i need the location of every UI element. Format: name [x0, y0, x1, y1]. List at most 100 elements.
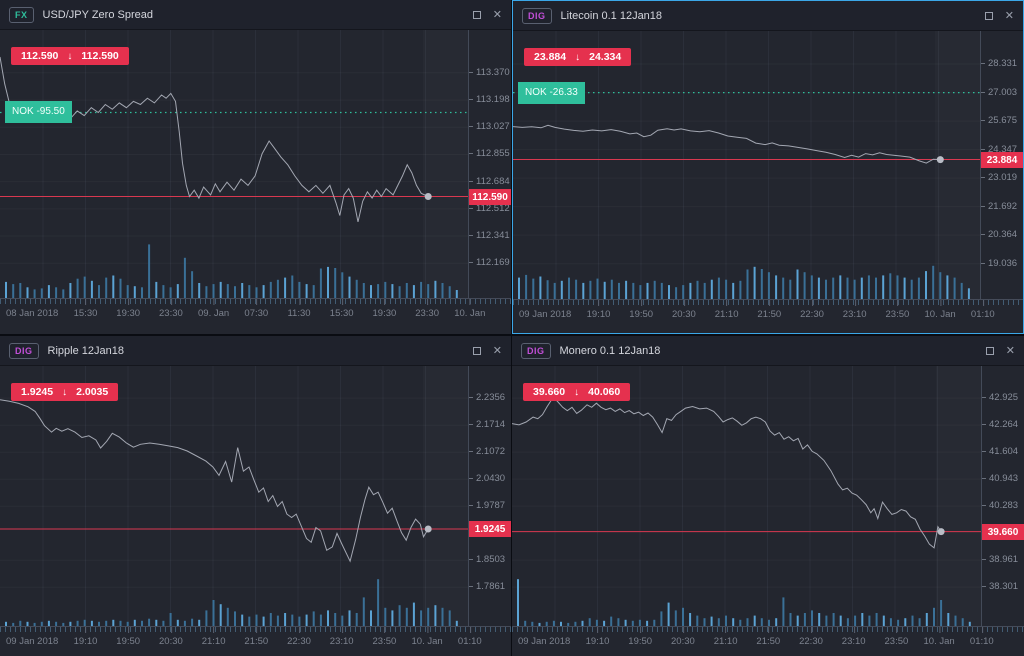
arrow-down-icon: ↓	[574, 386, 580, 398]
time-tick-label: 01:10	[970, 300, 995, 320]
price-axis[interactable]: 1.9245 2.2356 2.1714 2.1072 2.0430 1.9787 1.8…	[468, 366, 511, 626]
time-tick-label: 09. Jan	[198, 299, 230, 319]
price-tick-label: 112.855	[469, 148, 510, 160]
price-tick-label: 40.943	[981, 473, 1019, 485]
arrow-down-icon: ↓	[575, 51, 581, 63]
price-axis[interactable]: 39.660 42.925 42.264 41.604 40.943 40.283 38.…	[981, 366, 1024, 626]
time-tick-label: 22:30	[287, 627, 311, 647]
price-tick-label: 113.198	[469, 94, 510, 106]
price-axis[interactable]: 112.590 113.370 113.198 113.027 112.855 112.…	[469, 30, 511, 298]
time-axis[interactable]: 09 Jan 2018 19:10 19:50 20:30 21:10 21:50 22:3…	[0, 626, 511, 656]
price-tick-label: 42.925	[981, 392, 1019, 404]
pnl-badge: NOK -95.50	[5, 101, 72, 124]
instrument-type-badge: DIG	[521, 342, 551, 359]
arrow-down-icon: ↓	[67, 50, 73, 62]
price-tick-label: 1.7861	[468, 581, 506, 593]
time-tick-label: 01:10	[457, 627, 482, 647]
bid-price: 23.884	[534, 51, 567, 63]
time-axis[interactable]: 09 Jan 2018 19:10 19:50 20:30 21:10 21:50 22:3…	[512, 626, 1024, 656]
time-tick-label: 10. Jan	[924, 300, 956, 320]
time-tick-label: 20:30	[671, 627, 695, 647]
chart-window-ripple: DIG Ripple 12Jan18 ✕ 1.9245 ↓ 2.0035 1.9…	[0, 336, 511, 656]
bid-ask-badge[interactable]: 23.884 ↓ 24.334	[524, 48, 632, 66]
current-price-label: 1.9245	[469, 521, 511, 538]
bid-ask-badge[interactable]: 1.9245 ↓ 2.0035	[11, 383, 119, 401]
time-tick-label: 19:30	[116, 299, 141, 319]
bid-price: 1.9245	[21, 386, 54, 398]
price-tick-label: 113.370	[469, 66, 510, 78]
chart-plot[interactable]: 1.9245 ↓ 2.0035	[0, 366, 469, 626]
pnl-badge: NOK -26.33	[518, 81, 585, 104]
time-tick-label: 19:10	[586, 300, 611, 320]
price-tick-label: 23.019	[980, 172, 1018, 184]
time-tick-label: 08 Jan 2018	[6, 308, 59, 319]
time-tick-label: 23:50	[372, 627, 397, 647]
chart-plot[interactable]: 39.660 ↓ 40.060	[512, 366, 982, 626]
time-tick-label: 09 Jan 2018	[6, 636, 59, 647]
time-tick-label: 23:10	[841, 627, 866, 647]
price-chart	[0, 366, 468, 626]
time-tick-label: 21:10	[714, 300, 739, 320]
time-tick-label: 23:10	[329, 627, 354, 647]
price-tick-label: 28.331	[980, 58, 1018, 70]
close-icon[interactable]: ✕	[492, 344, 502, 357]
instrument-type-badge: FX	[9, 6, 34, 23]
current-price-label: 112.590	[469, 188, 511, 205]
ask-price: 112.590	[81, 50, 119, 62]
price-tick-label: 19.036	[980, 257, 1018, 269]
window-header[interactable]: FX USD/JPY Zero Spread ✕	[0, 0, 511, 30]
time-axis[interactable]: 09 Jan 2018 19:10 19:50 20:30 21:10 21:50 22:3…	[513, 299, 1023, 335]
time-tick-label: 21:50	[757, 300, 782, 320]
time-tick-label: 23:10	[842, 300, 867, 320]
maximize-icon[interactable]	[472, 10, 481, 19]
time-tick-label: 21:10	[713, 627, 738, 647]
maximize-icon[interactable]	[984, 11, 993, 20]
window-header[interactable]: DIG Litecoin 0.1 12Jan18 ✕	[513, 1, 1023, 31]
time-axis-ticks	[513, 300, 1023, 305]
time-axis[interactable]: 08 Jan 2018 15:30 19:30 23:30 09. Jan 07:30 11…	[0, 298, 511, 334]
ask-price: 24.334	[589, 51, 622, 63]
maximize-icon[interactable]	[985, 346, 994, 355]
time-tick-label: 10. Jan	[923, 627, 955, 647]
price-tick-label: 24.347	[980, 143, 1018, 155]
chart-plot[interactable]: 112.590 ↓ 112.590 NOK -95.50	[0, 30, 469, 298]
bid-price: 39.660	[533, 386, 566, 398]
time-tick-label: 21:50	[756, 627, 781, 647]
time-axis-ticks	[0, 627, 511, 632]
time-tick-label: 07:30	[244, 299, 269, 319]
time-tick-label: 23:50	[884, 627, 909, 647]
window-title: Litecoin 0.1 12Jan18	[560, 9, 663, 22]
chart-area: 23.884 ↓ 24.334 NOK -26.33 23.884 28.331…	[513, 31, 1023, 299]
price-tick-label: 112.169	[469, 257, 510, 269]
time-tick-label: 09 Jan 2018	[518, 636, 571, 647]
time-tick-label: 20:30	[672, 300, 696, 320]
time-tick-label: 09 Jan 2018	[519, 309, 572, 320]
price-tick-label: 112.512	[469, 202, 510, 214]
maximize-icon[interactable]	[472, 346, 481, 355]
bid-price: 112.590	[21, 50, 59, 62]
price-tick-label: 1.8503	[468, 554, 506, 566]
price-tick-label: 38.961	[981, 554, 1019, 566]
price-axis[interactable]: 23.884 28.331 27.003 25.675 24.347 23.019 21.…	[980, 31, 1023, 299]
time-tick-label: 19:50	[629, 300, 654, 320]
chart-plot[interactable]: 23.884 ↓ 24.334 NOK -26.33	[513, 31, 981, 299]
price-chart	[512, 366, 981, 626]
time-tick-label: 01:10	[969, 627, 994, 647]
arrow-down-icon: ↓	[62, 386, 68, 398]
price-tick-label: 2.0430	[468, 473, 506, 485]
price-tick-label: 21.692	[980, 200, 1018, 212]
close-icon[interactable]: ✕	[1005, 344, 1015, 357]
bid-ask-badge[interactable]: 39.660 ↓ 40.060	[523, 383, 631, 401]
time-tick-label: 23:50	[885, 300, 910, 320]
time-tick-label: 19:50	[116, 627, 141, 647]
close-icon[interactable]: ✕	[1004, 9, 1014, 22]
window-header[interactable]: DIG Monero 0.1 12Jan18 ✕	[512, 336, 1024, 366]
window-title: Ripple 12Jan18	[47, 344, 124, 357]
bid-ask-badge[interactable]: 112.590 ↓ 112.590	[11, 47, 129, 65]
window-header[interactable]: DIG Ripple 12Jan18 ✕	[0, 336, 511, 366]
window-title: USD/JPY Zero Spread	[42, 8, 153, 21]
instrument-type-badge: DIG	[9, 342, 39, 359]
time-axis-ticks	[0, 299, 511, 304]
window-title: Monero 0.1 12Jan18	[559, 344, 661, 357]
close-icon[interactable]: ✕	[492, 8, 502, 21]
